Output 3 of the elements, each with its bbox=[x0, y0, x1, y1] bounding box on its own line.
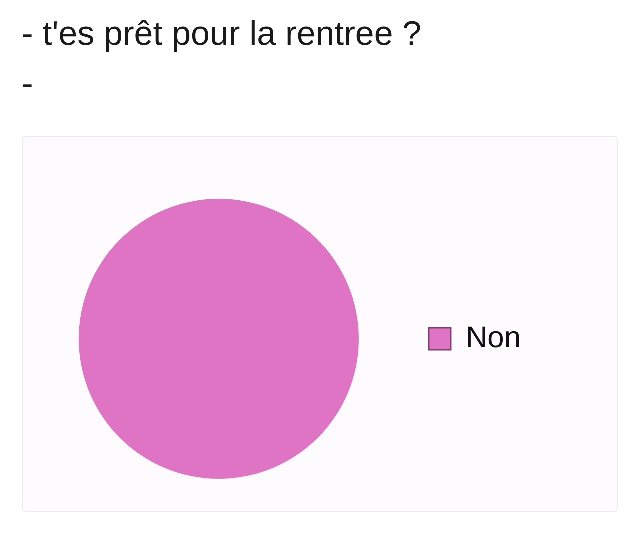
chart-subtitle: - bbox=[22, 64, 34, 104]
chart-title: - t'es prêt pour la rentree ? bbox=[22, 14, 422, 54]
legend-label: Non bbox=[466, 321, 522, 354]
